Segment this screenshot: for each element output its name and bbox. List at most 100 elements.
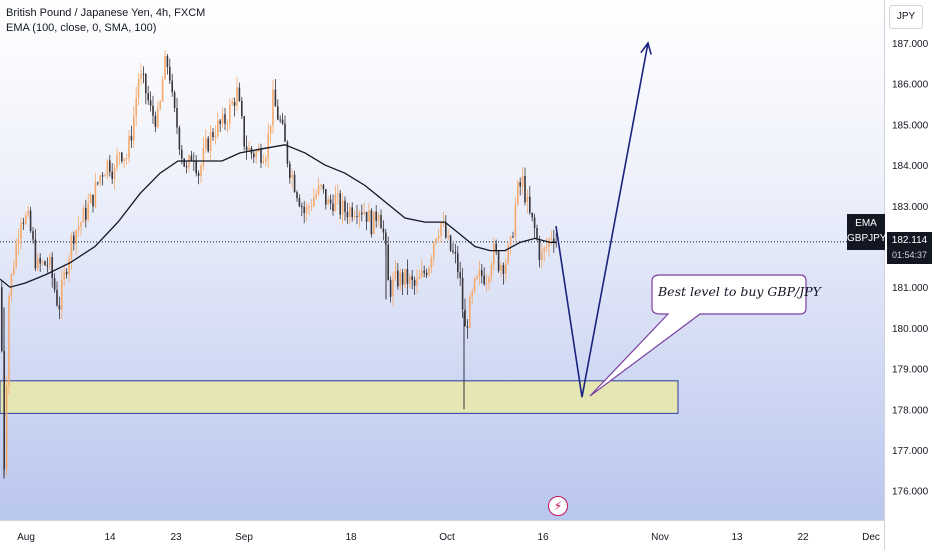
price-tick-label: 187.000 (892, 39, 929, 50)
candle-body (473, 278, 476, 292)
candle-body (161, 79, 164, 102)
candle-body (476, 276, 478, 279)
candle-body (41, 261, 44, 264)
candle-body (553, 238, 555, 243)
symbol-title[interactable]: British Pound / Japanese Yen, 4h, FXCM (6, 7, 206, 19)
candle-body (8, 295, 10, 386)
candle-body (421, 270, 423, 277)
candle-body (413, 279, 416, 286)
candle-body (10, 274, 13, 296)
candle-body (231, 101, 233, 105)
candle-body (25, 215, 27, 224)
candle-body (63, 271, 65, 281)
time-tick-label: Nov (651, 532, 669, 543)
candle-body (334, 194, 337, 211)
candle-body (495, 243, 497, 252)
candle-body (58, 305, 61, 310)
candle-body (152, 105, 154, 116)
candle-body (351, 207, 353, 218)
candle-body (171, 80, 173, 93)
candle-body (236, 87, 238, 106)
last-price: 182.114 (891, 235, 928, 246)
price-tick-label: 178.000 (892, 405, 929, 416)
candle-body (541, 252, 543, 261)
candle-body (135, 97, 137, 117)
candle-body (34, 239, 37, 269)
currency-button[interactable]: JPY (889, 5, 923, 29)
candle-body (377, 215, 380, 221)
candle-body (442, 222, 445, 224)
candle-body (82, 207, 85, 223)
candle-body (349, 207, 351, 218)
candle-body (281, 119, 284, 124)
candle-body (111, 171, 113, 179)
candle-body (284, 123, 286, 142)
candle-body (397, 270, 399, 287)
candle-body (363, 211, 365, 215)
candle-body (94, 182, 97, 207)
candle-body (185, 166, 188, 168)
time-tick-label: 23 (170, 532, 182, 543)
candle-body (265, 158, 267, 162)
candle-body (56, 289, 58, 306)
lightning-icon[interactable]: ⚡ (548, 496, 568, 516)
time-tick-label: 16 (537, 532, 549, 543)
candle-body (73, 235, 75, 244)
candle-body (44, 261, 46, 266)
candle-body (356, 216, 358, 218)
candle-body (133, 116, 135, 141)
candle-body (166, 56, 169, 67)
candle-body (389, 280, 392, 297)
candle-body (365, 211, 368, 222)
price-scale-panel (884, 0, 932, 550)
candle-body (449, 235, 452, 251)
candle-body (233, 101, 236, 106)
candle-body (125, 158, 128, 160)
time-tick-label: 22 (797, 532, 809, 543)
candle-body (20, 222, 22, 239)
candle-body (219, 120, 221, 124)
candle-body (375, 211, 377, 221)
candle-body (286, 141, 289, 164)
candle-body (13, 267, 15, 275)
annotation-text[interactable]: Best level to buy GBP/JPY (658, 284, 821, 299)
candle-body (440, 222, 442, 236)
candle-body (361, 212, 363, 215)
chart-legend: British Pound / Japanese Yen, 4h, FXCM E… (6, 6, 205, 36)
candle-body (399, 272, 401, 287)
candle-body (157, 108, 159, 127)
candle-body (92, 194, 94, 207)
candle-body (545, 246, 548, 248)
candle-body (521, 175, 524, 187)
time-tick-label: 13 (731, 532, 743, 543)
candle-body (269, 125, 272, 134)
candle-body (435, 238, 437, 243)
candle-body (387, 244, 389, 281)
candle-body (39, 257, 41, 264)
candle-body (293, 174, 296, 192)
candle-body (531, 212, 533, 218)
candle-body (145, 73, 147, 94)
candle-body (437, 235, 440, 239)
plot-background (0, 0, 884, 520)
candle-body (461, 277, 464, 310)
candle-body (519, 182, 521, 187)
candle-body (209, 132, 212, 152)
candle-body (243, 116, 245, 147)
indicator-label[interactable]: EMA (100, close, 0, SMA, 100) (6, 22, 157, 34)
candle-body (121, 152, 123, 162)
time-tick-label: 14 (104, 532, 116, 543)
candle-body (89, 194, 92, 204)
candle-body (452, 250, 454, 252)
candle-body (137, 79, 140, 98)
time-tick-label: 18 (345, 532, 357, 543)
candle-body (212, 132, 214, 138)
candle-body (17, 238, 20, 244)
candle-body (61, 280, 63, 310)
candle-body (200, 165, 202, 176)
candle-body (373, 211, 375, 235)
candle-body (51, 257, 53, 279)
price-tick-label: 183.000 (892, 202, 929, 213)
